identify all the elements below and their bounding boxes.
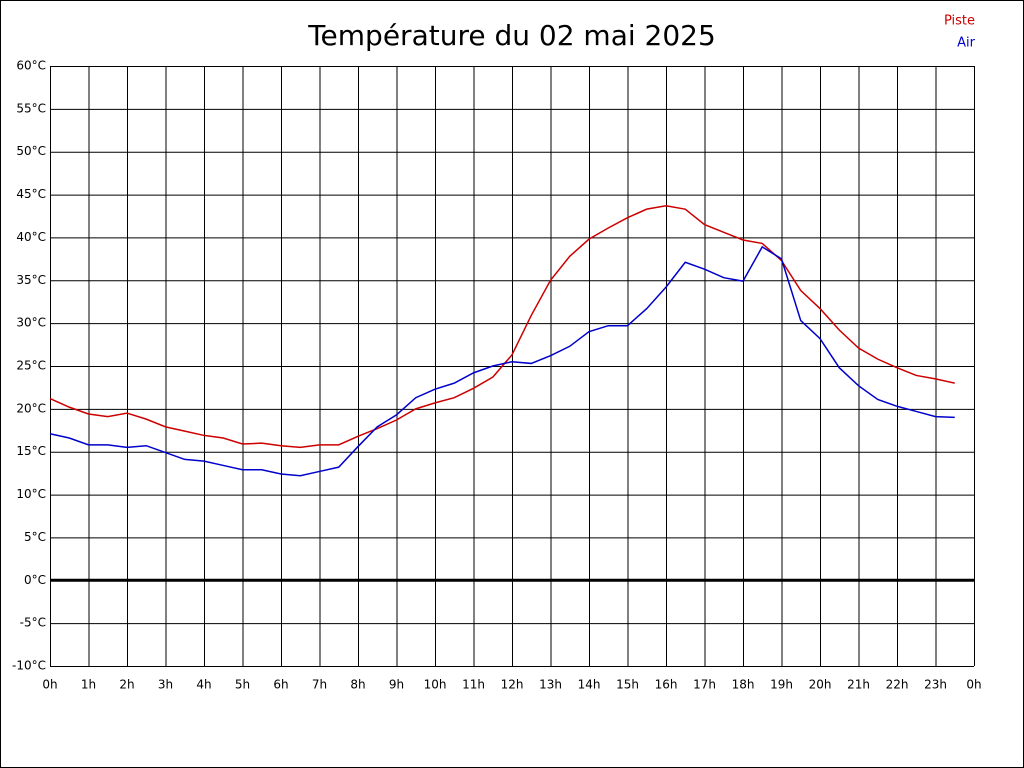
y-tick-label: 10°C: [16, 487, 46, 501]
x-tick-label: 10h: [424, 678, 447, 692]
y-tick-label: 50°C: [16, 144, 46, 158]
x-tick-label: 0h: [42, 678, 57, 692]
y-tick-label: 15°C: [16, 444, 46, 458]
x-tick-label: 12h: [501, 678, 524, 692]
series-line: [49, 245, 955, 477]
x-tick-label: 7h: [312, 678, 327, 692]
x-tick-label: 11h: [462, 678, 485, 692]
y-tick-label: 60°C: [16, 59, 46, 73]
x-tick-label: 6h: [273, 678, 288, 692]
y-tick-label: 25°C: [16, 359, 46, 373]
y-tick-label: 30°C: [16, 316, 46, 330]
y-tick-label: -10°C: [12, 659, 46, 673]
x-tick-label: 4h: [196, 678, 211, 692]
y-tick-label: 40°C: [16, 230, 46, 244]
y-tick-label: 55°C: [16, 101, 46, 115]
y-tick-label: 0°C: [24, 573, 46, 587]
series-line: [49, 204, 955, 449]
chart-title: Température du 02 mai 2025: [307, 19, 716, 52]
x-tick-label: 22h: [886, 678, 909, 692]
x-tick-label: 16h: [655, 678, 678, 692]
x-tick-label: 23h: [924, 678, 947, 692]
x-tick-label: 2h: [119, 678, 134, 692]
y-tick-label: -5°C: [20, 616, 46, 630]
x-tick-label: 9h: [389, 678, 404, 692]
x-tick-label: 14h: [578, 678, 601, 692]
x-tick-label: 13h: [539, 678, 562, 692]
x-tick-label: 5h: [235, 678, 250, 692]
x-tick-label: 21h: [847, 678, 870, 692]
x-tick-label: 20h: [809, 678, 832, 692]
x-tick-label: 19h: [770, 678, 793, 692]
x-tick-label: 15h: [616, 678, 639, 692]
x-tick-label: 3h: [158, 678, 173, 692]
legend-entry: Piste: [944, 14, 975, 29]
x-tick-label: 0h: [966, 678, 981, 692]
x-tick-label: 8h: [350, 678, 365, 692]
y-tick-label: 20°C: [16, 401, 46, 415]
y-tick-label: 35°C: [16, 273, 46, 287]
legend-entry: Air: [957, 36, 976, 51]
x-tick-label: 17h: [693, 678, 716, 692]
x-tick-label: 18h: [732, 678, 755, 692]
x-tick-label: 1h: [81, 678, 96, 692]
y-tick-label: 45°C: [16, 187, 46, 201]
y-tick-label: 5°C: [24, 530, 46, 544]
